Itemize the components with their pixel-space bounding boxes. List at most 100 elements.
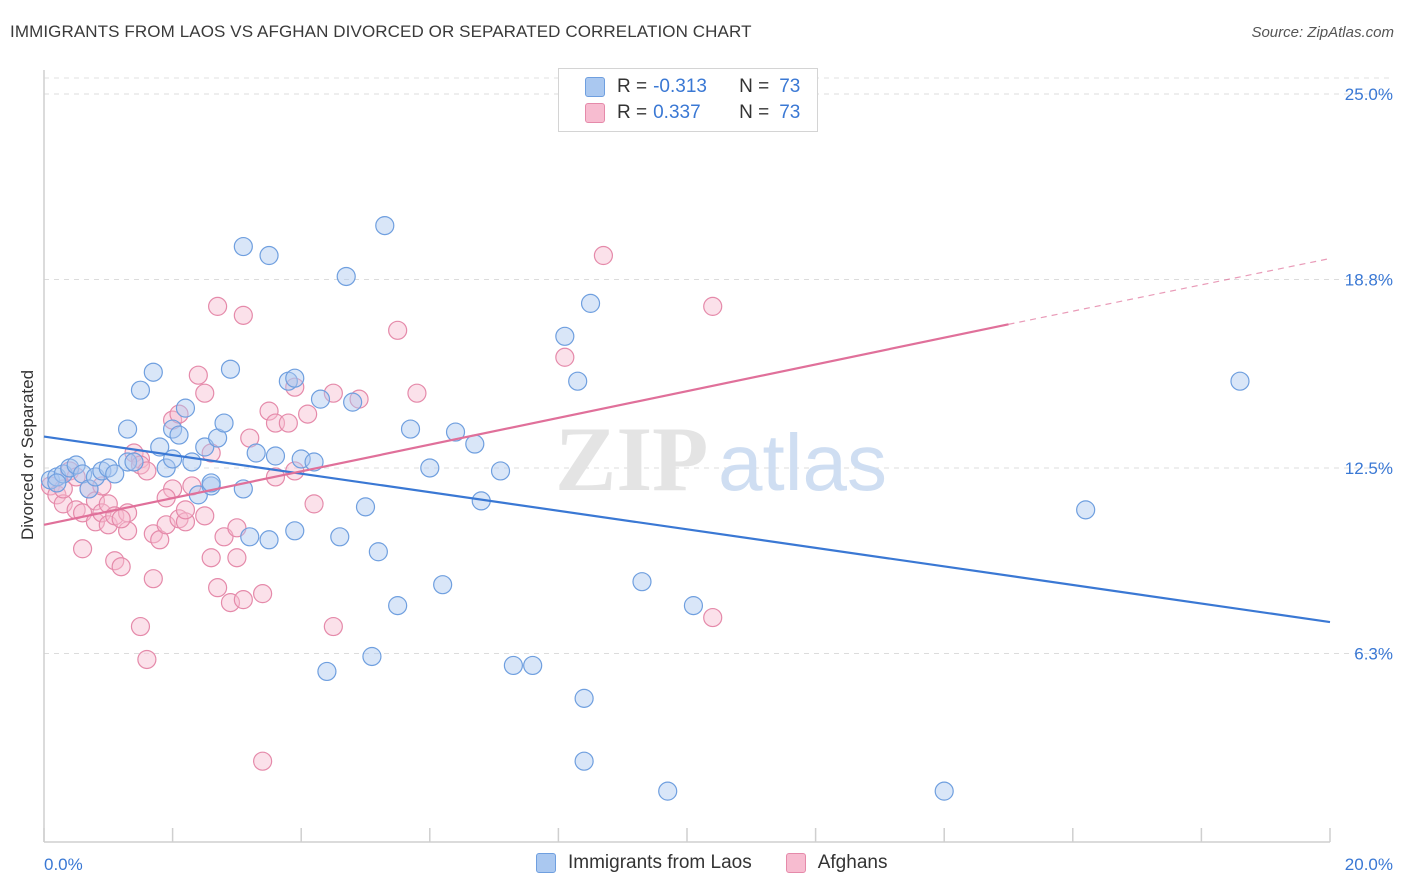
point-laos	[182, 452, 202, 472]
point-afghans	[233, 305, 253, 325]
point-laos	[169, 425, 189, 445]
point-laos	[117, 452, 138, 472]
point-afghans	[98, 494, 118, 514]
legend-n-label: N =	[739, 102, 770, 123]
source-label: Source: ZipAtlas.com	[1251, 24, 1394, 41]
point-laos	[658, 781, 678, 801]
x-tick-label-max: 20.0%	[1345, 855, 1393, 874]
point-laos	[233, 236, 253, 257]
point-laos	[285, 521, 305, 541]
point-afghans	[703, 607, 723, 628]
y-axis-label: Divorced or Separated	[18, 369, 37, 541]
point-afghans	[111, 557, 131, 577]
y-tick-label: 18.8%	[1345, 270, 1393, 289]
point-afghans	[195, 383, 215, 403]
trend-line-laos	[43, 435, 1331, 624]
point-afghans	[298, 404, 318, 424]
point-afghans	[304, 494, 324, 514]
legend-swatch-laos	[585, 77, 605, 97]
point-laos	[400, 419, 421, 439]
legend-row-laos: R = -0.313 N = 73	[585, 75, 800, 99]
legend-r-label: R =	[617, 76, 648, 97]
point-laos	[163, 449, 183, 469]
point-laos	[568, 371, 588, 391]
point-laos	[143, 362, 163, 382]
point-laos	[240, 527, 260, 547]
legend-n-label: N =	[739, 76, 770, 97]
legend-n-value: 73	[779, 76, 801, 97]
point-afghans	[130, 616, 151, 637]
point-laos	[124, 452, 144, 472]
series-legend: Immigrants from Laos Afghans	[536, 852, 921, 874]
point-afghans	[143, 569, 163, 589]
axes	[43, 70, 1331, 843]
point-laos	[1230, 371, 1250, 391]
x-tick-label-min: 0.0%	[44, 855, 83, 874]
point-laos	[934, 781, 954, 801]
point-laos	[1076, 500, 1096, 520]
legend-item-laos: Immigrants from Laos	[536, 852, 752, 874]
y-tick-label: 12.5%	[1345, 459, 1393, 478]
point-laos	[79, 479, 99, 499]
point-afghans	[111, 509, 131, 529]
point-afghans	[388, 320, 408, 340]
watermark-atlas: atlas	[718, 418, 887, 507]
trend-line-afghans	[43, 323, 1009, 526]
point-laos	[445, 422, 466, 442]
point-laos	[375, 215, 395, 236]
point-laos	[285, 368, 305, 388]
legend-r-label: R =	[617, 102, 648, 123]
point-afghans	[703, 296, 723, 316]
legend-label-laos: Immigrants from Laos	[568, 852, 752, 873]
legend-swatch-laos	[536, 853, 556, 873]
point-afghans	[233, 590, 253, 610]
point-afghans	[593, 245, 614, 266]
grid-lines	[44, 77, 1394, 654]
tick-labels: 6.3% 12.5% 18.8% 25.0% 0.0% 20.0%	[44, 85, 1393, 874]
point-laos	[220, 359, 241, 379]
y-tick-label: 25.0%	[1345, 85, 1393, 104]
point-laos	[574, 751, 594, 771]
point-laos	[433, 575, 453, 595]
point-afghans	[208, 578, 228, 598]
point-afghans	[188, 365, 208, 385]
legend-swatch-afghans	[585, 103, 605, 123]
trend-lines	[43, 257, 1331, 624]
legend-n-value: 73	[779, 102, 801, 123]
point-laos	[259, 530, 279, 550]
point-laos	[555, 326, 575, 346]
point-afghans	[407, 383, 427, 403]
point-afghans	[72, 539, 93, 559]
point-laos	[574, 688, 594, 708]
trend-line-afghans-extension	[1008, 257, 1331, 325]
point-laos	[343, 392, 363, 412]
point-laos	[47, 473, 67, 493]
point-laos	[632, 572, 652, 592]
point-laos	[246, 443, 266, 463]
point-afghans	[253, 584, 273, 604]
point-laos	[201, 473, 221, 493]
legend-swatch-afghans	[785, 853, 806, 873]
point-laos	[105, 464, 125, 484]
point-afghans	[323, 616, 343, 637]
point-laos	[580, 293, 601, 313]
point-afghans	[195, 506, 215, 526]
point-afghans	[259, 401, 279, 421]
point-laos	[336, 266, 356, 287]
point-laos	[355, 497, 376, 517]
point-afghans	[208, 296, 228, 316]
point-laos	[117, 419, 138, 439]
point-laos	[265, 446, 286, 466]
point-laos	[683, 596, 704, 616]
legend-row-afghans: R = 0.337 N = 73	[585, 101, 800, 125]
point-afghans	[227, 548, 247, 568]
point-laos	[310, 389, 331, 409]
point-laos	[420, 458, 440, 478]
point-laos	[362, 646, 382, 667]
point-laos	[465, 434, 485, 454]
point-afghans	[137, 649, 157, 670]
point-laos	[523, 655, 543, 676]
point-laos	[388, 596, 408, 616]
point-afghans	[175, 500, 196, 520]
legend-r-value: -0.313	[653, 76, 707, 97]
